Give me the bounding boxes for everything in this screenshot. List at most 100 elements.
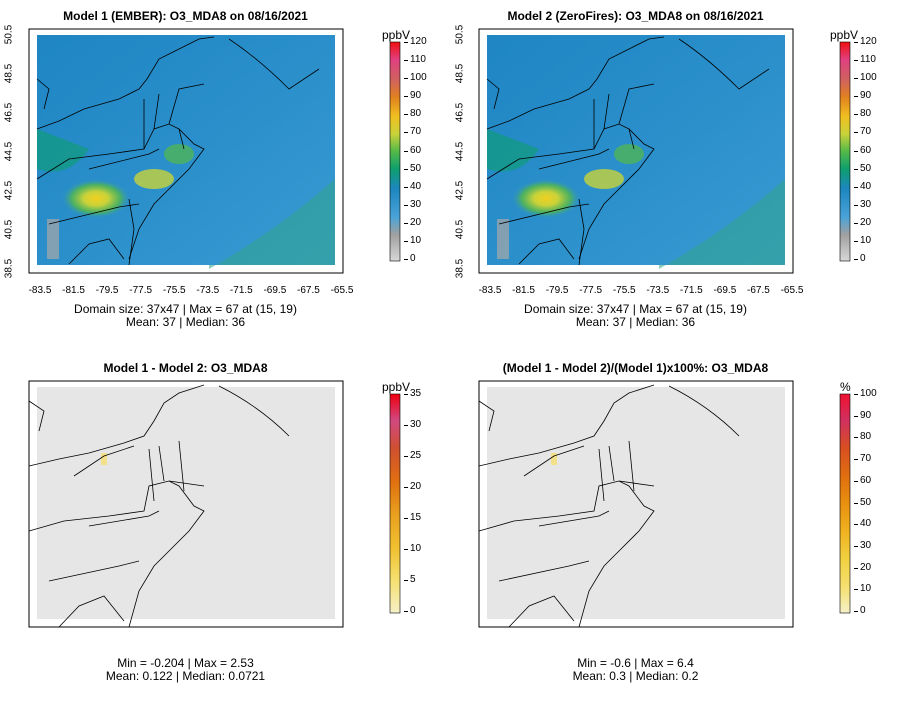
colorbar-label: 100 (860, 72, 877, 84)
colorbar-label: 50 (410, 162, 422, 174)
colorbar-tick (404, 580, 408, 581)
colorbar-tick (854, 459, 858, 461)
colorbar-label: 25 (410, 450, 422, 461)
colorbar-tick (404, 456, 408, 457)
x-tick-label: -75.5 (162, 285, 186, 296)
colorbar-tick (854, 415, 858, 417)
colorbar-tick (404, 549, 408, 550)
colorbar-label: 80 (860, 431, 872, 443)
y-tick-label: 48.5 (454, 63, 466, 84)
y-tick-label: 42.5 (454, 180, 466, 201)
panel1-title: Model 1 (EMBER): O3_MDA8 on 08/16/2021 (63, 9, 308, 23)
colorbar-label: 80 (410, 108, 422, 120)
x-tick-label: -83.5 (478, 285, 502, 296)
y-tick-label: 44.5 (3, 141, 15, 162)
x-tick-label: -81.5 (62, 285, 85, 296)
colorbar-label: 50 (860, 496, 872, 508)
colorbar-label: 100 (860, 388, 877, 399)
colorbar-tick (854, 168, 858, 170)
x-tick-label: -71.5 (679, 285, 703, 296)
panel4-stats-line2: Mean: 0.3 | Median: 0.2 (572, 669, 699, 683)
colorbar-tick (854, 611, 858, 612)
colorbar-label: 30 (410, 198, 422, 210)
colorbar-tick (404, 240, 408, 242)
colorbar-label: 40 (860, 180, 872, 192)
x-tick-label: -81.5 (512, 285, 535, 296)
colorbar-tick (854, 222, 858, 224)
panel4-title: (Model 1 - Model 2)/(Model 1)x100%: O3_M… (502, 361, 769, 375)
colorbar-label: 80 (860, 108, 872, 120)
colorbar-tick (404, 425, 408, 426)
colorbar-label: 20 (860, 216, 872, 228)
x-tick-label: -77.5 (129, 285, 153, 296)
panel2-stats-line2: Mean: 37 | Median: 36 (575, 315, 696, 329)
colorbar-tick (854, 240, 858, 242)
colorbar-tick (404, 394, 408, 395)
y-tick-label: 40.5 (454, 219, 466, 240)
colorbar-label: 120 (860, 36, 877, 47)
colorbar-tick (404, 114, 408, 116)
colorbar-label: 10 (860, 234, 872, 246)
colorbar-tick (404, 204, 408, 206)
colorbar-tick (854, 132, 858, 134)
colorbar-tick (854, 394, 858, 395)
colorbar-tick (854, 545, 858, 547)
colorbar-tick (854, 524, 858, 526)
y-tick-label: 44.5 (454, 141, 466, 162)
x-tick-label: -65.5 (330, 285, 354, 296)
colorbar-tick (854, 437, 858, 439)
colorbar-label: 5 (410, 574, 416, 585)
colorbar-tick (404, 222, 408, 224)
colorbar-label: 70 (860, 453, 872, 465)
colorbar-label: 70 (860, 126, 872, 138)
colorbar-tick (854, 186, 858, 188)
colorbar-tick (854, 114, 858, 116)
colorbar-tick (854, 78, 858, 80)
colorbar-label: 40 (860, 518, 872, 530)
y-tick-label: 42.5 (3, 180, 15, 201)
colorbar-label: 30 (860, 539, 872, 551)
colorbar-label: 20 (410, 216, 422, 228)
panel1-map (28, 28, 344, 274)
y-tick-label: 48.5 (3, 63, 15, 84)
panel3-title: Model 1 - Model 2: O3_MDA8 (103, 361, 268, 375)
panel3-colorbar (389, 393, 401, 614)
colorbar-label: 110 (860, 54, 876, 66)
x-tick-label: -65.5 (780, 285, 804, 296)
colorbar-tick (404, 168, 408, 170)
colorbar-tick (854, 567, 858, 569)
colorbar-tick (404, 42, 408, 43)
panel3-map (28, 380, 344, 628)
y-tick-label: 46.5 (454, 102, 466, 123)
colorbar-label: 90 (860, 90, 872, 102)
colorbar-tick (854, 42, 858, 43)
colorbar-tick (404, 132, 408, 134)
panel2-map (478, 28, 794, 274)
panel3-stats-line1: Min = -0.204 | Max = 2.53 (117, 656, 254, 670)
colorbar-label: 100 (410, 72, 427, 84)
panel1-stats-line2: Mean: 37 | Median: 36 (125, 315, 246, 329)
x-tick-label: -69.5 (263, 285, 287, 296)
y-tick-label: 50.5 (3, 24, 15, 45)
colorbar-label: 20 (410, 481, 422, 492)
colorbar-label: 60 (860, 474, 872, 486)
colorbar-label: 60 (410, 144, 422, 156)
colorbar-label: 30 (410, 419, 422, 430)
panel3-unit: ppbV (382, 380, 411, 394)
panel2-stats-line1: Domain size: 37x47 | Max = 67 at (15, 19… (524, 302, 747, 316)
colorbar-tick (854, 589, 858, 591)
y-tick-label: 40.5 (3, 219, 15, 240)
x-tick-label: -71.5 (229, 285, 253, 296)
panel3-stats-line2: Mean: 0.122 | Median: 0.0721 (105, 669, 266, 683)
colorbar-tick (404, 60, 408, 62)
colorbar-label: 10 (410, 234, 422, 246)
x-tick-label: -67.5 (297, 285, 320, 296)
colorbar-tick (404, 186, 408, 188)
colorbar-label: 30 (860, 198, 872, 210)
x-tick-label: -73.5 (196, 285, 220, 296)
x-tick-label: -79.5 (95, 285, 119, 296)
panel4-map (478, 380, 794, 628)
x-tick-label: -75.5 (612, 285, 636, 296)
y-tick-label: 38.5 (3, 258, 15, 279)
panel1-stats-line1: Domain size: 37x47 | Max = 67 at (15, 19… (74, 302, 297, 316)
